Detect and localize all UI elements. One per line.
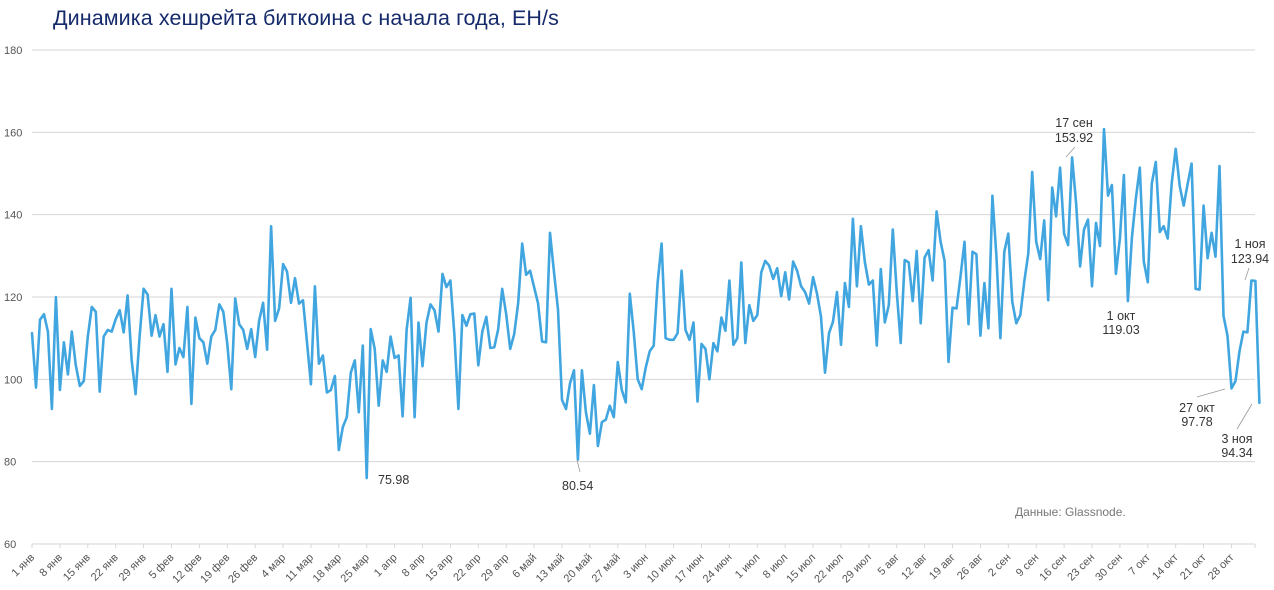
y-axis-labels: 60 80 100 120 140 160 180 [4, 45, 22, 551]
x-tick-label: 14 окт [1150, 552, 1181, 583]
x-tick-label: 13 май [534, 552, 567, 585]
annotation-date: 27 окт [1179, 401, 1215, 415]
data-source-note: Данные: Glassnode. [1015, 505, 1126, 519]
x-tick-label: 15 апр [423, 552, 455, 584]
annotation-date: 3 ноя [1221, 432, 1252, 446]
x-tick-label: 23 сен [1065, 552, 1097, 584]
x-tick-label: 22 янв [89, 552, 121, 584]
x-tick-label: 22 апр [451, 552, 483, 584]
x-tick-label: 1 июл [733, 552, 763, 582]
x-tick-label: 15 июл [784, 552, 818, 586]
annotation-27-oct: 27 окт 97.78 [1179, 388, 1226, 429]
y-tick-label: 60 [4, 539, 16, 551]
x-tick-label: 5 авг [876, 552, 902, 578]
x-tick-label: 26 фев [226, 552, 260, 586]
x-tick-label: 10 июн [645, 552, 679, 586]
hashrate-series-line [30, 127, 1261, 480]
x-tick-label: 30 сен [1093, 552, 1125, 584]
annotation-1-oct: 1 окт 119.03 [1102, 309, 1139, 337]
annotation-min-march: 75.98 [378, 473, 409, 487]
annotation-value: 94.34 [1221, 446, 1252, 460]
annotation-value: 153.92 [1055, 131, 1093, 145]
y-tick-label: 100 [4, 374, 22, 386]
x-tick-label: 24 июн [701, 552, 735, 586]
chart-title: Динамика хешрейта биткоина с начала года… [53, 6, 559, 30]
y-tick-label: 160 [4, 127, 22, 139]
x-tick-label: 2 сен [986, 552, 1013, 579]
annotation-date: 17 сен [1055, 116, 1093, 130]
annotation-1-nov: 1 ноя 123.94 [1231, 237, 1269, 281]
x-tick-label: 22 июл [812, 552, 846, 586]
x-tick-label: 29 июл [840, 552, 874, 586]
annotation-value: 75.98 [378, 473, 409, 487]
y-tick-label: 120 [4, 292, 22, 304]
x-tick-label: 1 апр [372, 552, 400, 580]
x-tick-label: 11 мар [283, 552, 316, 585]
x-tick-label: 28 окт [1206, 552, 1237, 583]
x-tick-label: 16 сен [1037, 552, 1069, 584]
annotation-value: 80.54 [562, 479, 593, 493]
annotation-value: 119.03 [1102, 323, 1139, 337]
y-tick-label: 80 [4, 457, 16, 469]
annotation-date: 1 ноя [1234, 237, 1265, 251]
x-tick-label: 21 окт [1178, 552, 1209, 583]
y-tick-label: 180 [4, 45, 22, 57]
x-tick-label: 29 янв [117, 552, 149, 584]
x-tick-label: 26 авг [955, 552, 986, 583]
x-tick-label: 20 май [562, 552, 595, 585]
x-tick-label: 12 фев [170, 552, 204, 586]
x-tick-label: 19 фев [198, 552, 232, 586]
y-tick-label: 140 [4, 210, 22, 222]
annotation-value: 123.94 [1231, 252, 1269, 266]
annotation-value: 97.78 [1181, 415, 1212, 429]
x-tick-label: 27 май [590, 552, 623, 585]
x-tick-label: 19 авг [927, 552, 958, 583]
annotation-17-sep: 17 сен 153.92 [1055, 116, 1093, 158]
x-tick-label: 17 июн [673, 552, 707, 586]
annotation-min-may: 80.54 [562, 459, 593, 493]
x-tick-label: 15 янв [61, 552, 93, 584]
x-tick-label: 29 апр [479, 552, 511, 584]
annotation-3-nov: 3 ноя 94.34 [1221, 403, 1253, 460]
annotation-date: 1 окт [1107, 309, 1136, 323]
x-tick-label: 12 авг [899, 552, 930, 583]
x-tick-label: 18 мар [311, 552, 344, 585]
x-tick-label: 1 янв [9, 552, 37, 580]
x-tick-label: 25 мар [339, 552, 372, 585]
